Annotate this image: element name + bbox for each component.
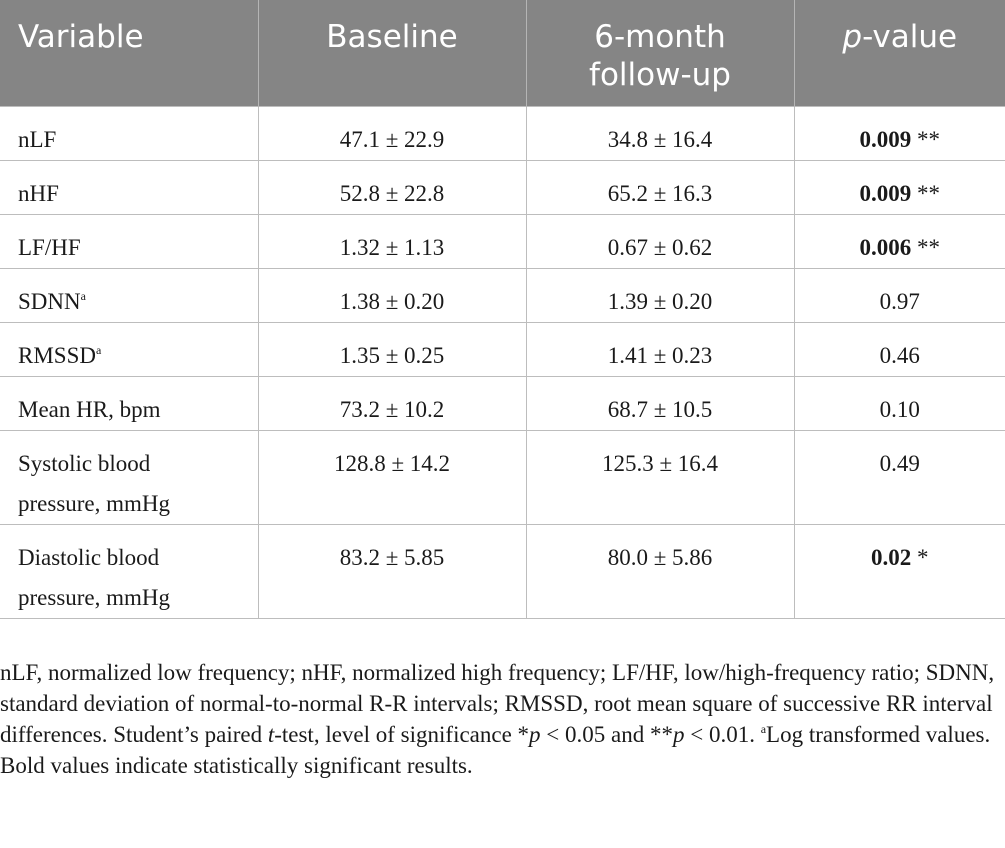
row-variable: Systolic blood pressure, mmHg: [0, 429, 259, 525]
row-pvalue: 0.97: [793, 267, 1005, 323]
results-table: Variable Baseline 6-month follow-up p-va…: [0, 0, 1005, 619]
row-followup: 0.67 ± 0.62: [525, 213, 795, 269]
row-pvalue: 0.009 **: [793, 105, 1005, 161]
header-variable: Variable: [0, 0, 259, 106]
table-row: Diastolic blood pressure, mmHg 83.2 ± 5.8…: [0, 523, 1005, 619]
footnote-p2: p: [672, 722, 685, 747]
row-variable-line1: Diastolic blood: [18, 544, 160, 570]
row-pvalue: 0.006 **: [793, 213, 1005, 269]
footnote-threshold1: < 0.05 and **: [540, 722, 673, 747]
row-pvalue: 0.46: [793, 321, 1005, 377]
row-variable: LF/HF: [0, 213, 259, 269]
table-row: nHF 52.8 ± 22.8 65.2 ± 16.3 0.009 **: [0, 159, 1005, 215]
row-followup: 80.0 ± 5.86: [525, 523, 795, 619]
header-baseline: Baseline: [258, 0, 527, 106]
row-variable: SDNNa: [0, 267, 259, 323]
footnote-t: t: [267, 722, 275, 747]
pvalue-number: 0.009: [859, 180, 912, 206]
row-baseline: 1.38 ± 0.20: [257, 267, 527, 323]
table-row: RMSSDa 1.35 ± 0.25 1.41 ± 0.23 0.46: [0, 321, 1005, 377]
table-header: Variable Baseline 6-month follow-up p-va…: [0, 0, 1005, 106]
row-baseline: 47.1 ± 22.9: [257, 105, 527, 161]
row-variable: nHF: [0, 159, 259, 215]
header-row: Variable Baseline 6-month follow-up p-va…: [0, 0, 1005, 106]
row-variable: RMSSDa: [0, 321, 259, 377]
header-pvalue-rest: -value: [862, 19, 958, 55]
significance-stars: **: [911, 180, 940, 206]
row-baseline: 1.35 ± 0.25: [257, 321, 527, 377]
footnote-significance: -test, level of significance *: [274, 722, 530, 747]
row-variable-line1: Systolic blood: [18, 450, 151, 476]
table-row: Systolic blood pressure, mmHg 128.8 ± 14.…: [0, 429, 1005, 525]
table-row: LF/HF 1.32 ± 1.13 0.67 ± 0.62 0.006 **: [0, 213, 1005, 269]
table-footnote: nLF, normalized low frequency; nHF, norm…: [0, 657, 1005, 781]
row-followup: 34.8 ± 16.4: [525, 105, 795, 161]
row-pvalue: 0.009 **: [793, 159, 1005, 215]
header-pvalue: p-value: [794, 0, 1005, 106]
row-variable: nLF: [0, 105, 259, 161]
footnote-p1: p: [529, 722, 541, 747]
row-variable-name: SDNN: [18, 288, 81, 314]
row-pvalue: 0.10: [793, 375, 1005, 431]
table-row: Mean HR, bpm 73.2 ± 10.2 68.7 ± 10.5 0.1…: [0, 375, 1005, 431]
footnote-threshold2: < 0.01.: [684, 722, 761, 747]
significance-stars: *: [911, 544, 929, 570]
table-body: nLF 47.1 ± 22.9 34.8 ± 16.4 0.009 ** nHF…: [0, 105, 1005, 619]
row-variable-line2: pressure, mmHg: [18, 490, 171, 516]
row-pvalue: 0.49: [793, 429, 1005, 525]
row-followup: 68.7 ± 10.5: [525, 375, 795, 431]
table-row: nLF 47.1 ± 22.9 34.8 ± 16.4 0.009 **: [0, 105, 1005, 161]
row-followup: 1.39 ± 0.20: [525, 267, 795, 323]
significance-stars: **: [911, 126, 940, 152]
row-baseline: 128.8 ± 14.2: [257, 429, 527, 525]
significance-stars: **: [911, 234, 940, 260]
footnote-abbreviations: nLF, normalized low frequency; nHF, norm…: [0, 660, 995, 747]
row-pvalue: 0.02 *: [793, 523, 1005, 619]
row-variable: Diastolic blood pressure, mmHg: [0, 523, 259, 619]
row-variable-name: RMSSD: [18, 342, 96, 368]
row-followup: 1.41 ± 0.23: [525, 321, 795, 377]
row-variable: Mean HR, bpm: [0, 375, 259, 431]
pvalue-number: 0.009: [859, 126, 912, 152]
header-pvalue-p: p: [842, 19, 863, 55]
header-followup: 6-month follow-up: [526, 0, 795, 106]
row-baseline: 1.32 ± 1.13: [257, 213, 527, 269]
row-followup: 125.3 ± 16.4: [525, 429, 795, 525]
log-transform-marker: a: [95, 342, 102, 357]
header-followup-line2: follow-up: [589, 57, 731, 93]
row-baseline: 52.8 ± 22.8: [257, 159, 527, 215]
row-variable-line2: pressure, mmHg: [18, 584, 171, 610]
footnote-log-note: Log transformed values. Bold values indi…: [0, 722, 991, 778]
row-baseline: 73.2 ± 10.2: [257, 375, 527, 431]
table-row: SDNNa 1.38 ± 0.20 1.39 ± 0.20 0.97: [0, 267, 1005, 323]
row-followup: 65.2 ± 16.3: [525, 159, 795, 215]
log-transform-marker: a: [80, 288, 86, 303]
pvalue-number: 0.006: [859, 234, 912, 260]
pvalue-number: 0.02: [871, 544, 912, 570]
header-followup-line1: 6-month: [594, 19, 726, 55]
footnote-sup-a: a: [760, 722, 767, 736]
row-baseline: 83.2 ± 5.85: [257, 523, 527, 619]
